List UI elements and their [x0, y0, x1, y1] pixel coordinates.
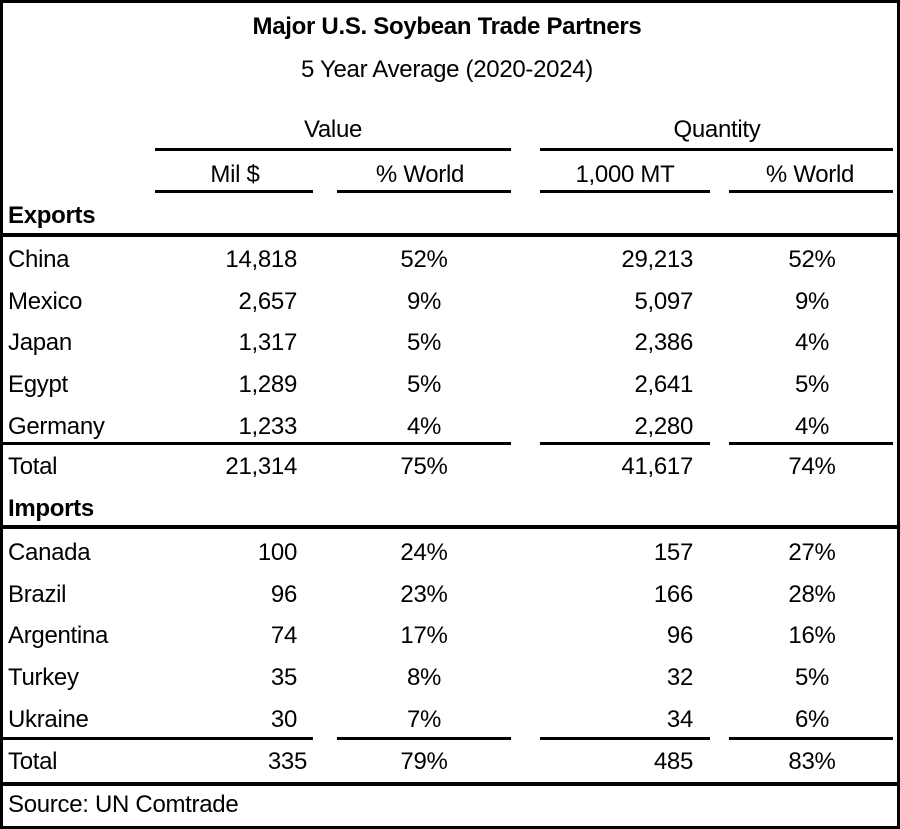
divider [0, 737, 313, 740]
value-mil-cell: 1,233 [238, 413, 297, 441]
column-header-mil: Mil $ [210, 161, 259, 189]
quantity-mt-cell: 2,386 [634, 329, 693, 357]
value-pct-cell: 5% [407, 371, 441, 399]
divider [337, 190, 511, 193]
value-mil-cell: 2,657 [238, 288, 297, 316]
country-cell: Total [8, 453, 57, 481]
value-mil-cell: 30 [271, 706, 297, 734]
section-label-exports: Exports [8, 202, 95, 230]
divider [0, 442, 511, 445]
quantity-pct-cell: 52% [788, 246, 835, 274]
country-cell: Turkey [8, 664, 79, 692]
country-cell: Egypt [8, 371, 68, 399]
table-frame [0, 0, 900, 829]
quantity-pct-cell: 6% [795, 706, 829, 734]
country-cell: Brazil [8, 581, 66, 609]
group-header-value: Value [304, 116, 362, 144]
column-header-pct-value: % World [376, 161, 464, 189]
country-cell: Japan [8, 329, 72, 357]
value-mil-cell: 1,317 [238, 329, 297, 357]
divider [0, 782, 897, 786]
value-pct-cell: 5% [407, 329, 441, 357]
divider [540, 442, 710, 445]
value-pct-cell: 7% [407, 706, 441, 734]
divider [729, 190, 893, 193]
country-cell: Germany [8, 413, 105, 441]
quantity-mt-cell: 166 [654, 581, 693, 609]
quantity-mt-cell: 157 [654, 539, 693, 567]
section-label-imports: Imports [8, 495, 94, 523]
divider [337, 737, 511, 740]
value-pct-cell: 24% [400, 539, 447, 567]
divider [540, 148, 893, 151]
quantity-pct-cell: 83% [788, 748, 835, 776]
country-cell: Total [8, 748, 57, 776]
quantity-pct-cell: 4% [795, 413, 829, 441]
divider [540, 190, 710, 193]
divider [155, 148, 511, 151]
quantity-pct-cell: 16% [788, 622, 835, 650]
quantity-pct-cell: 27% [788, 539, 835, 567]
country-cell: China [8, 246, 69, 274]
quantity-mt-cell: 2,280 [634, 413, 693, 441]
table-title: Major U.S. Soybean Trade Partners [253, 13, 642, 41]
value-pct-cell: 8% [407, 664, 441, 692]
value-pct-cell: 23% [400, 581, 447, 609]
quantity-pct-cell: 4% [795, 329, 829, 357]
value-mil-cell: 14,818 [225, 246, 297, 274]
quantity-pct-cell: 28% [788, 581, 835, 609]
value-mil-cell: 21,314 [225, 453, 297, 481]
value-pct-cell: 4% [407, 413, 441, 441]
divider [0, 525, 897, 529]
value-mil-cell: 1,289 [238, 371, 297, 399]
country-cell: Ukraine [8, 706, 89, 734]
value-pct-cell: 9% [407, 288, 441, 316]
divider [540, 737, 710, 740]
value-mil-cell: 74 [271, 622, 297, 650]
value-pct-cell: 52% [400, 246, 447, 274]
value-mil-cell: 335 [268, 748, 307, 776]
quantity-mt-cell: 5,097 [634, 288, 693, 316]
value-mil-cell: 96 [271, 581, 297, 609]
quantity-mt-cell: 485 [654, 748, 693, 776]
quantity-mt-cell: 96 [667, 622, 693, 650]
table-subtitle: 5 Year Average (2020-2024) [301, 56, 593, 84]
column-header-pct-qty: % World [766, 161, 854, 189]
value-pct-cell: 79% [400, 748, 447, 776]
column-header-mt: 1,000 MT [576, 161, 675, 189]
quantity-mt-cell: 29,213 [621, 246, 693, 274]
group-header-quantity: Quantity [674, 116, 761, 144]
quantity-mt-cell: 41,617 [621, 453, 693, 481]
value-mil-cell: 100 [258, 539, 297, 567]
value-pct-cell: 17% [400, 622, 447, 650]
source-note: Source: UN Comtrade [8, 791, 238, 819]
quantity-pct-cell: 5% [795, 664, 829, 692]
quantity-mt-cell: 2,641 [634, 371, 693, 399]
divider [155, 190, 313, 193]
country-cell: Argentina [8, 622, 108, 650]
country-cell: Canada [8, 539, 90, 567]
divider [729, 442, 893, 445]
country-cell: Mexico [8, 288, 82, 316]
quantity-pct-cell: 5% [795, 371, 829, 399]
quantity-mt-cell: 34 [667, 706, 693, 734]
quantity-pct-cell: 74% [788, 453, 835, 481]
divider [0, 233, 897, 237]
quantity-pct-cell: 9% [795, 288, 829, 316]
value-mil-cell: 35 [271, 664, 297, 692]
value-pct-cell: 75% [400, 453, 447, 481]
divider [729, 737, 893, 740]
quantity-mt-cell: 32 [667, 664, 693, 692]
